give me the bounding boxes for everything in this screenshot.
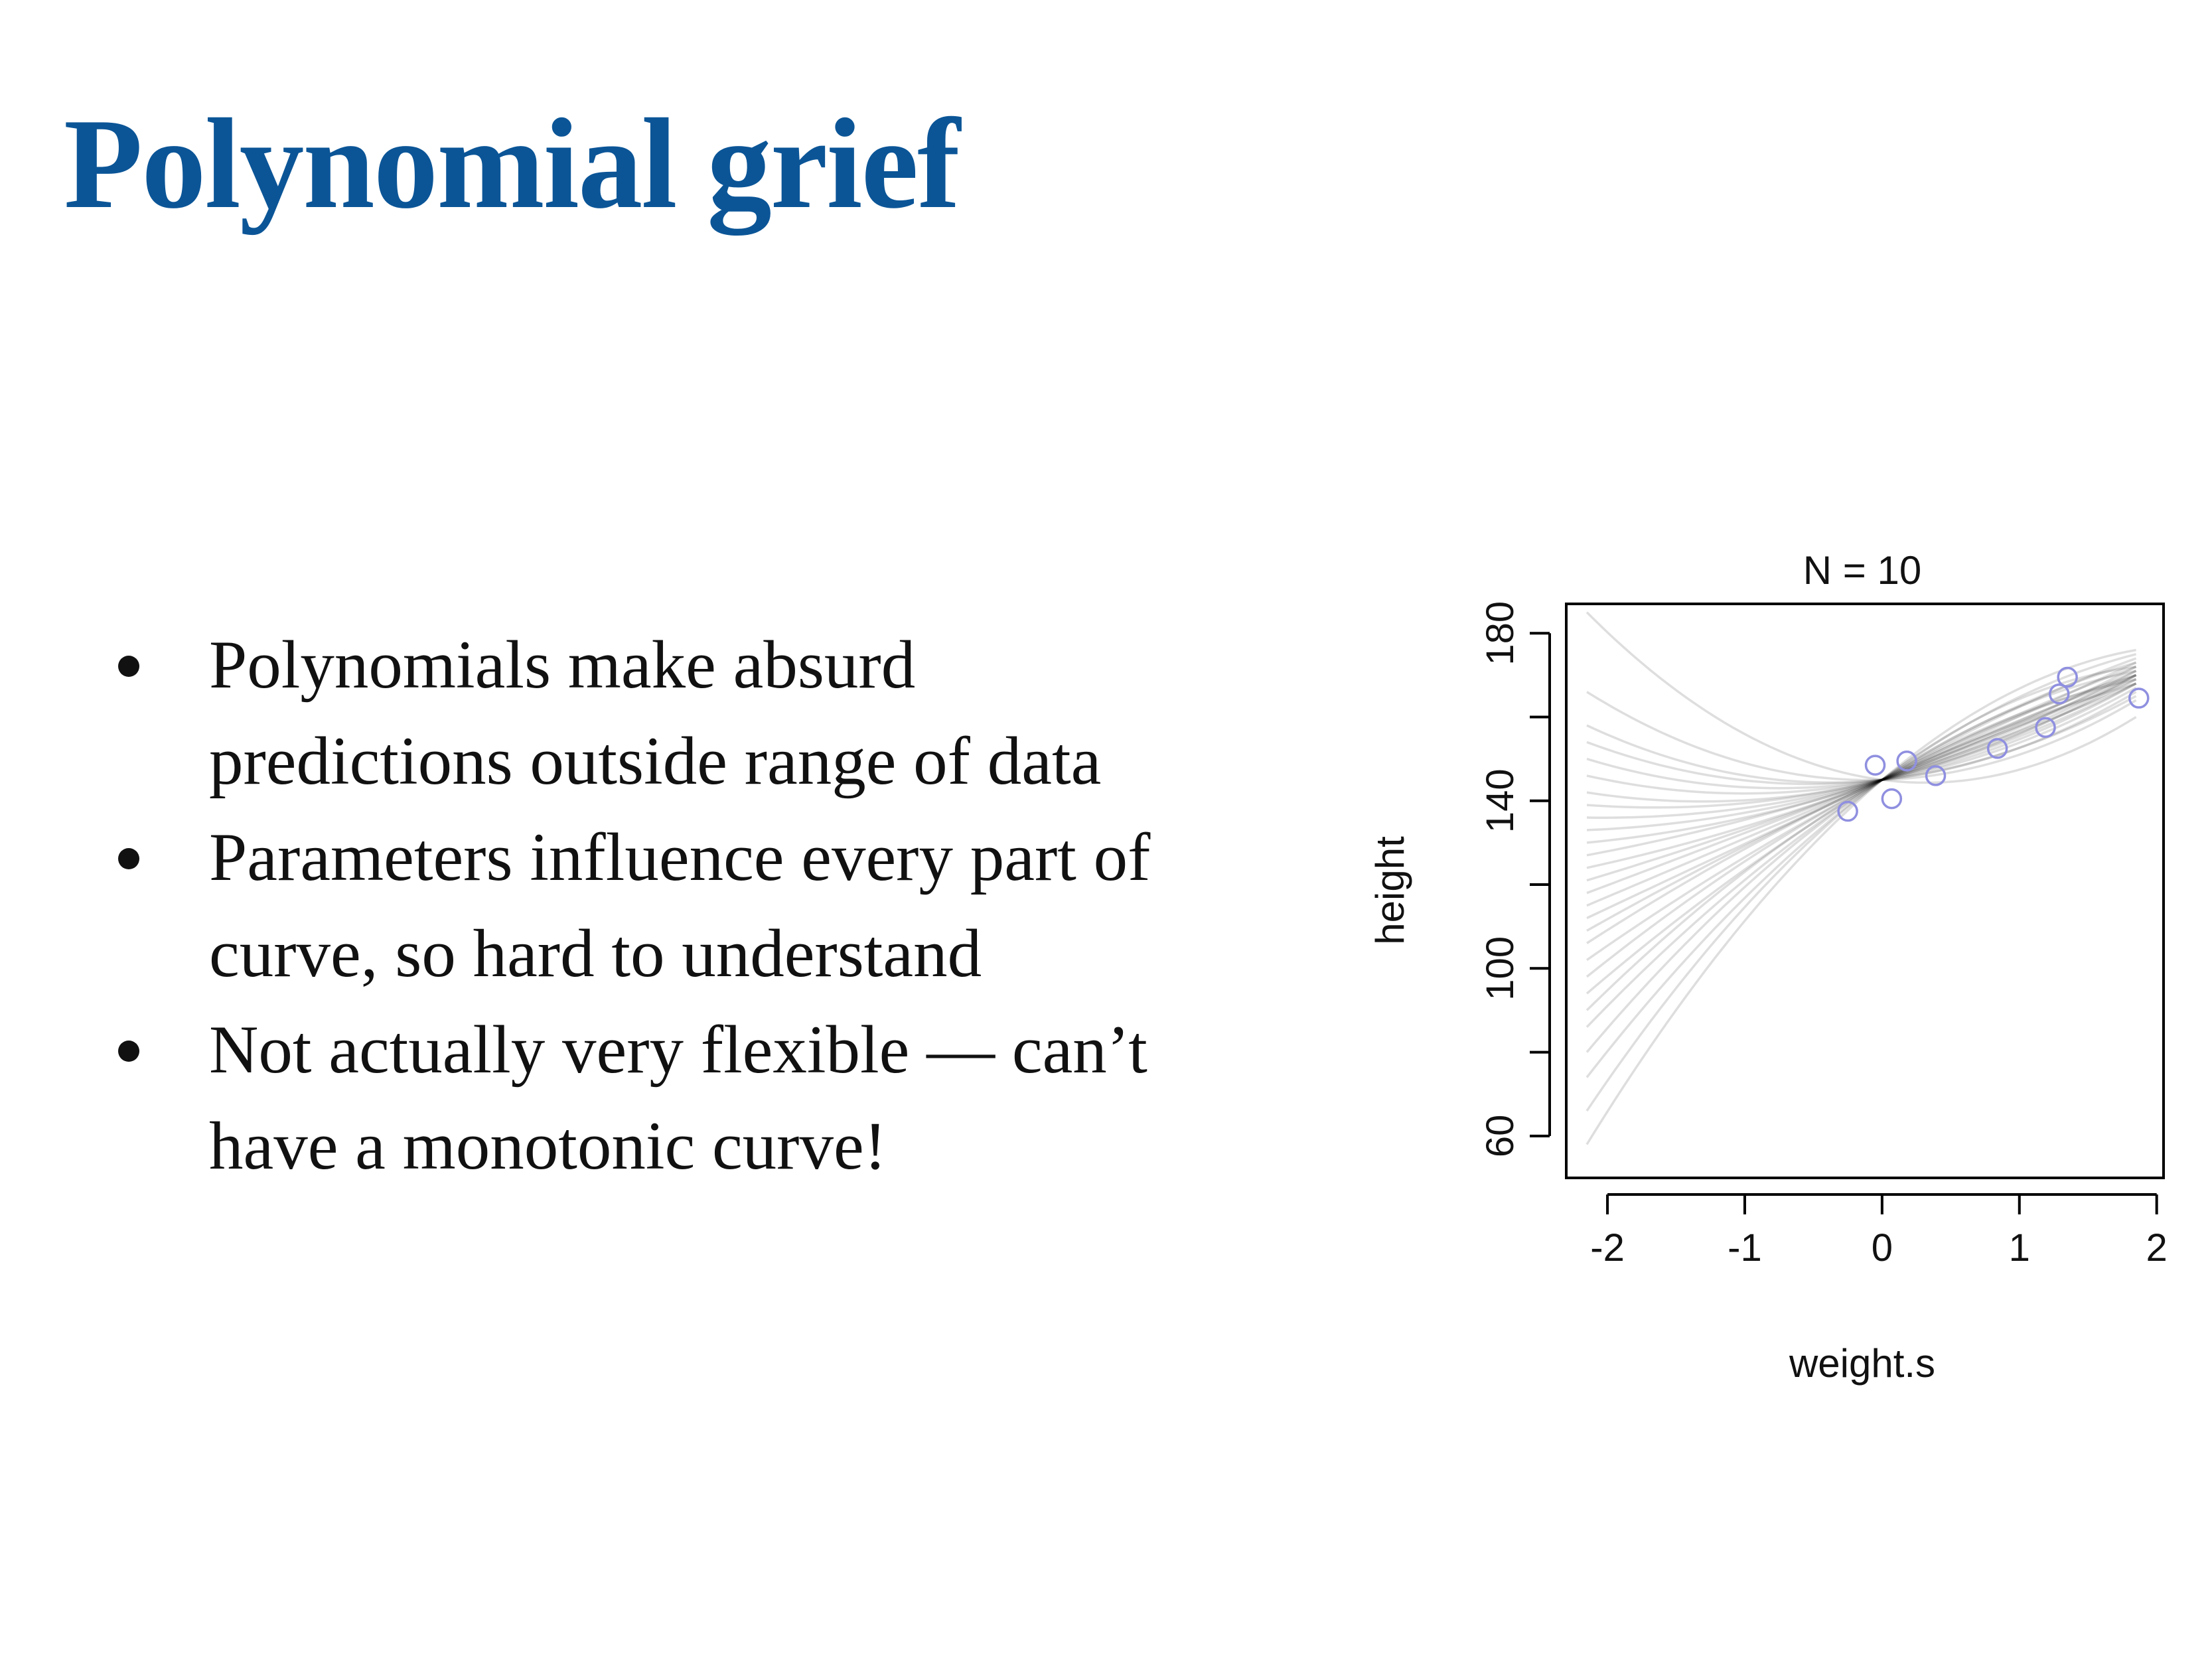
polynomial-chart: N = 10 -2 -1 0 1 2 60 100 140 180 weight.s heig… — [1368, 548, 2168, 1386]
bullet-line: have a monotonic curve! — [209, 1108, 887, 1184]
y-tick-label: 180 — [1479, 601, 1522, 666]
bullet-line: Parameters influence every part of — [209, 820, 1151, 895]
data-point — [1837, 800, 1858, 822]
x-axis: -2 -1 0 1 2 — [1590, 1193, 2168, 1269]
curve-line — [1585, 674, 2137, 978]
x-tick-label: -2 — [1590, 1226, 1625, 1269]
x-axis-label: weight.s — [1789, 1341, 1935, 1386]
x-tick-label: 0 — [1872, 1226, 1893, 1269]
y-tick-label: 100 — [1479, 936, 1522, 1001]
data-point — [2057, 666, 2078, 688]
bullet-dot-icon — [118, 656, 139, 677]
curve-line — [1586, 678, 2137, 895]
data-point — [1864, 755, 1886, 776]
bullet-item: Not actually very flexible — can’t have … — [113, 1002, 1341, 1194]
x-tick-label: 1 — [2009, 1226, 2030, 1269]
bullet-line: curve, so hard to understand — [209, 916, 982, 991]
curve-line — [1585, 648, 2136, 1145]
x-tick-label: 2 — [2146, 1226, 2168, 1269]
data-point — [1881, 788, 1903, 810]
data-point — [2049, 683, 2070, 705]
curve-line — [1586, 666, 2137, 962]
plot-frame — [1565, 603, 2165, 1179]
curve-line — [1585, 661, 2137, 1028]
bullet-item: Parameters influence every part of curve… — [113, 810, 1341, 1002]
data-point — [1986, 738, 2008, 759]
x-tick-label: -1 — [1728, 1226, 1762, 1269]
curve-line — [1586, 674, 2137, 882]
curve-line — [1586, 670, 2137, 907]
slide-title: Polynomial grief — [64, 92, 960, 236]
bullet-line: Not actually very flexible — can’t — [209, 1012, 1147, 1088]
data-point — [2128, 687, 2150, 709]
bullet-item: Polynomials make absurd predictions outs… — [113, 617, 1341, 810]
y-tick-label: 140 — [1479, 768, 1522, 833]
curve-line — [1586, 674, 2137, 803]
bullet-list: Polynomials make absurd predictions outs… — [113, 617, 1341, 1194]
data-point — [1896, 751, 1917, 772]
curve-line — [1585, 611, 2137, 784]
curve-line — [1586, 695, 2137, 786]
curve-line — [1586, 691, 2137, 782]
curve-line — [1586, 686, 2137, 790]
curve-line — [1586, 674, 2137, 932]
curve-line — [1585, 653, 2137, 1078]
curve-line — [1585, 665, 2136, 1112]
curve-line — [1586, 682, 2137, 795]
bullet-dot-icon — [118, 848, 139, 869]
chart-title: N = 10 — [1803, 548, 1921, 593]
curve-line — [1585, 657, 2137, 995]
y-tick-label: 60 — [1479, 1115, 1522, 1158]
bullet-line: Polynomials make absurd — [209, 627, 916, 703]
y-axis-label: height — [1368, 836, 1412, 945]
curve-line — [1586, 682, 2137, 809]
curve-line — [1585, 670, 2136, 1053]
curve-line — [1586, 682, 2137, 857]
curve-line — [1586, 691, 2137, 784]
curve-line — [1586, 670, 2137, 844]
curve-line — [1585, 678, 2136, 1011]
curve-line — [1586, 678, 2137, 819]
curve-line — [1586, 674, 2137, 831]
data-point — [1925, 765, 1947, 786]
y-axis: 60 100 140 180 — [1479, 601, 1551, 1158]
data-point — [2035, 717, 2056, 739]
data-points — [1837, 666, 2150, 822]
curve-line — [1586, 666, 2137, 869]
bullet-dot-icon — [118, 1041, 139, 1062]
bullet-line: predictions outside range of data — [209, 723, 1102, 799]
curve-line — [1586, 661, 2137, 920]
curve-line — [1586, 682, 2137, 944]
prior-curves — [1585, 611, 2137, 1145]
